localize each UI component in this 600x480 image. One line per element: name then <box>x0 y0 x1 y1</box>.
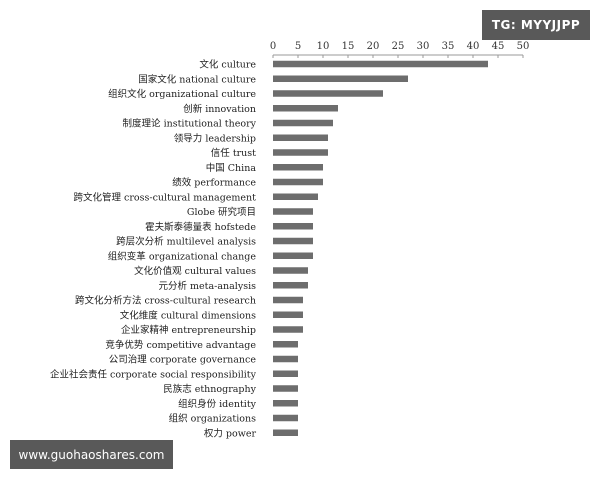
x-tick-label: 40 <box>467 41 480 52</box>
category-label: 跨文化分析方法 cross-cultural research <box>75 295 256 307</box>
category-label: 组织文化 organizational culture <box>108 88 256 100</box>
bar <box>273 282 308 289</box>
bar <box>273 326 303 333</box>
category-label: 权力 power <box>204 427 257 439</box>
x-tick-label: 20 <box>367 41 380 52</box>
bar <box>273 193 318 200</box>
bar <box>273 400 298 407</box>
bar <box>273 164 323 171</box>
category-label: 企业家精神 entrepreneurship <box>121 324 256 336</box>
x-tick-label: 10 <box>317 41 330 52</box>
category-label: 中国 China <box>206 162 257 174</box>
category-label: 霍夫斯泰德量表 hofstede <box>145 221 256 233</box>
x-tick-label: 30 <box>417 41 430 52</box>
x-tick-label: 50 <box>517 41 530 52</box>
bar <box>273 237 313 245</box>
bar <box>273 75 408 82</box>
bar <box>273 296 303 304</box>
x-tick-label: 45 <box>492 41 505 52</box>
watermark-bottom-left: www.guohaoshares.com <box>10 440 173 469</box>
category-label: Globe 研究项目 <box>187 206 256 218</box>
bar <box>273 252 313 259</box>
category-label: 组织身份 identity <box>178 398 257 410</box>
bar <box>273 105 338 112</box>
bar <box>273 60 488 68</box>
category-label: 跨文化管理 cross-cultural management <box>74 191 257 203</box>
category-label: 元分析 meta-analysis <box>159 280 257 292</box>
bar <box>273 385 298 392</box>
category-label: 国家文化 national culture <box>138 73 256 85</box>
bar <box>273 370 298 377</box>
category-label: 信任 trust <box>211 147 256 159</box>
bar <box>273 414 298 422</box>
bar <box>273 429 298 436</box>
x-tick-label: 25 <box>392 41 405 52</box>
bar <box>273 208 313 215</box>
bar <box>273 267 308 274</box>
category-label: 跨层次分析 multilevel analysis <box>116 236 256 248</box>
category-label: 绩效 performance <box>172 177 256 189</box>
bar <box>273 119 333 127</box>
category-label: 文化维度 cultural dimensions <box>120 309 256 321</box>
category-label: 企业社会责任 corporate social responsibility <box>50 368 257 380</box>
category-label: 竞争优势 competitive advantage <box>105 339 256 351</box>
bar <box>273 90 383 97</box>
category-label: 组织 organizations <box>169 413 257 425</box>
x-axis: 0 5 10 15 20 25 30 35 40 45 50 <box>270 41 530 58</box>
category-label: 创新 innovation <box>183 103 256 115</box>
bars <box>273 60 488 436</box>
x-tick-label: 5 <box>295 41 301 52</box>
category-label: 民族志 ethnography <box>163 383 256 395</box>
category-label: 文化价值观 cultural values <box>134 265 256 277</box>
watermark-top-right: TG: MYYJJPP <box>482 10 590 40</box>
bar <box>273 341 298 348</box>
bar <box>273 311 303 318</box>
category-label: 制度理论 institutional theory <box>123 118 257 130</box>
bar <box>273 149 328 156</box>
x-tick-label: 0 <box>270 41 276 52</box>
category-label: 组织变革 organizational change <box>108 250 257 262</box>
category-labels: 文化 culture 国家文化 national culture 组织文化 orga… <box>50 59 257 440</box>
category-label: 公司治理 corporate governance <box>109 354 257 366</box>
bar <box>273 178 323 186</box>
x-tick-label: 15 <box>342 41 355 52</box>
bar <box>273 355 298 363</box>
bar <box>273 134 328 141</box>
x-tick-label: 35 <box>442 41 455 52</box>
bar <box>273 223 313 230</box>
category-label: 领导力 leadership <box>174 132 256 144</box>
category-label: 文化 culture <box>199 59 256 71</box>
